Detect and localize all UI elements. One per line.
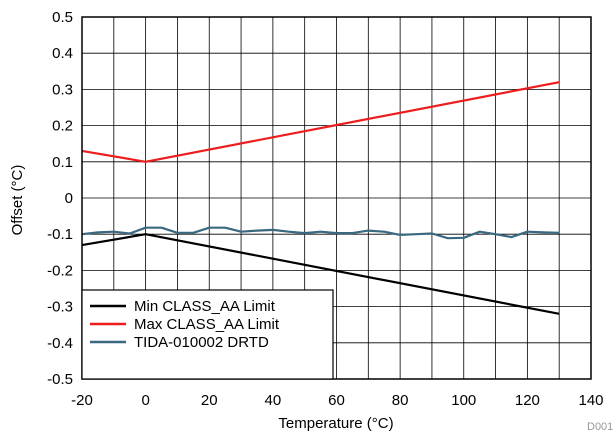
x-tick-label: 80 [392, 392, 409, 409]
legend-label: TIDA-010002 DRTD [134, 334, 269, 351]
y-tick-label: -0.5 [47, 371, 73, 388]
y-tick-label: 0.4 [52, 45, 73, 62]
legend-label: Max CLASS_AA Limit [134, 316, 280, 333]
figure-id-footnote: D001 [587, 421, 613, 433]
y-tick-label: -0.2 [47, 262, 73, 279]
y-tick-label: -0.1 [47, 226, 73, 243]
x-tick-labels: -20 0 20 40 60 80 100 120 140 [71, 392, 603, 409]
series-min-class-aa-limit [81, 233, 560, 315]
y-tick-label: -0.4 [47, 335, 73, 352]
y-axis-title: Offset (°C) [9, 165, 26, 236]
y-tick-label: 0.1 [52, 154, 73, 171]
y-tick-label: 0.2 [52, 118, 73, 135]
y-tick-label: 0.5 [52, 9, 73, 26]
x-tick-label: -20 [71, 392, 93, 409]
x-tick-label: 40 [265, 392, 282, 409]
x-tick-label: 0 [141, 392, 149, 409]
y-tick-labels: -0.5 -0.4 -0.3 -0.2 -0.1 0 0.1 0.2 0.3 0.4 0.5 [47, 9, 73, 388]
series-layer [81, 81, 560, 315]
series-tida-010002-drtd [81, 226, 560, 240]
x-tick-label: 60 [328, 392, 345, 409]
y-tick-label: -0.3 [47, 299, 73, 316]
x-tick-label: 20 [201, 392, 218, 409]
x-axis-title: Temperature (°C) [278, 415, 393, 432]
series-max-class-aa-limit [81, 81, 560, 163]
x-tick-label: 140 [578, 392, 603, 409]
y-tick-label: 0.3 [52, 81, 73, 98]
x-tick-label: 100 [451, 392, 476, 409]
y-tick-label: 0 [65, 190, 73, 207]
legend-label: Min CLASS_AA Limit [134, 298, 276, 315]
plot-frame [81, 16, 592, 380]
x-tick-label: 120 [515, 392, 540, 409]
